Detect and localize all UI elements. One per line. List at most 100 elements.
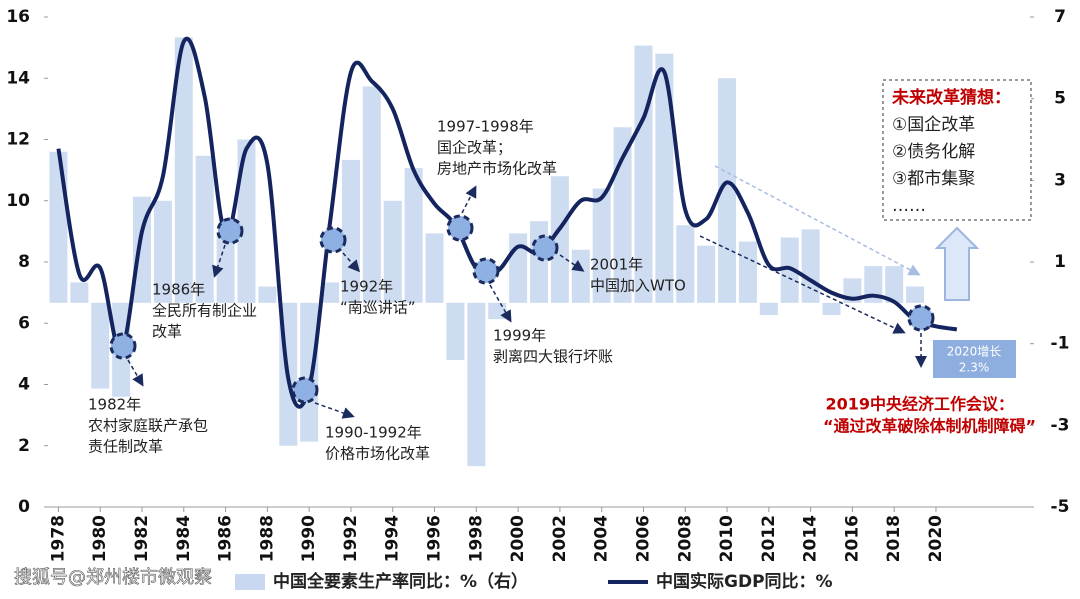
bar <box>488 302 507 320</box>
y2-tick-label: 7 <box>1054 7 1066 27</box>
x-tick-label: 2010 <box>717 515 737 562</box>
bar <box>864 266 883 303</box>
x-tick-label: 2020 <box>926 515 946 562</box>
highlight-circles <box>109 214 935 404</box>
y2-tick-label: -3 <box>1051 415 1070 435</box>
growth-note: 2020增长 <box>947 345 1002 359</box>
bar <box>321 282 340 303</box>
x-tick-label: 2012 <box>759 515 779 562</box>
x-tick-label: 1994 <box>383 515 403 562</box>
bar <box>216 233 235 303</box>
annotation: 1999年 <box>493 327 546 345</box>
y-tick-label: 2 <box>18 436 30 456</box>
y-tick-label: 0 <box>18 497 30 517</box>
y2-tick-label: 3 <box>1054 170 1066 190</box>
bar <box>509 233 528 303</box>
decorations <box>127 165 927 419</box>
annotation: 全民所有制企业 <box>152 302 257 320</box>
annotation: 改革 <box>152 323 182 341</box>
y2-tick-label: -1 <box>1051 334 1070 354</box>
x-tick-label: 2014 <box>801 515 821 562</box>
legend-label: 中国实际GDP同比：% <box>656 571 833 592</box>
bar <box>153 200 172 303</box>
note-box <box>882 79 1032 221</box>
x-tick-label: 1992 <box>341 515 361 562</box>
bar <box>49 151 68 303</box>
y-tick-label: 10 <box>6 191 30 211</box>
bar <box>530 221 548 303</box>
watermark: 搜狐号@郑州楼市微观察 <box>14 567 212 588</box>
x-tick-label: 2002 <box>550 515 570 562</box>
y2-tick-label: -5 <box>1051 497 1070 517</box>
x-tick-label: 1984 <box>174 515 194 562</box>
box-item: ②债务化解 <box>892 142 975 162</box>
annotation: 1982年 <box>88 396 141 414</box>
bar <box>237 139 256 303</box>
growth-note: 2.3% <box>959 361 990 375</box>
bar <box>404 168 423 303</box>
y-tick-label: 6 <box>18 313 30 333</box>
bar <box>446 302 465 360</box>
annotation: 房地产市场化改革 <box>437 160 557 178</box>
annotation: 责任制改革 <box>88 438 163 456</box>
x-tick-label: 2016 <box>842 515 862 562</box>
y2-tick-label: 1 <box>1054 252 1066 272</box>
bar <box>133 196 152 303</box>
legend-swatch <box>235 574 265 590</box>
box-item: ①国企改革 <box>892 115 975 135</box>
x-tick-label: 2008 <box>675 515 695 562</box>
bar <box>571 249 590 303</box>
annotation: 剥离四大银行坏账 <box>493 348 613 366</box>
x-tick-label: 1986 <box>216 515 236 562</box>
box-title: 未来改革猜想： <box>891 87 1011 108</box>
x-tick-label: 1998 <box>466 515 486 562</box>
annotation: 2001年 <box>590 256 643 274</box>
annotation: 1986年 <box>152 281 205 299</box>
bar <box>362 86 381 303</box>
y-tick-label: 14 <box>6 68 30 88</box>
y-tick-label: 8 <box>18 252 30 272</box>
annotation: 国企改革； <box>437 139 512 157</box>
red-note: “通过改革破除体制机制障碍” <box>823 417 1036 436</box>
annotation: 中国加入WTO <box>590 277 686 295</box>
bar <box>592 188 611 303</box>
annotation: “南巡讲话” <box>340 299 416 317</box>
bar <box>550 176 569 303</box>
x-tick-label: 1988 <box>257 515 277 562</box>
x-tick-label: 1980 <box>90 515 110 562</box>
annotation: 1997-1998年 <box>437 118 534 136</box>
x-tick-label: 1990 <box>299 515 319 562</box>
gdp-line <box>56 36 958 409</box>
bar <box>676 225 695 303</box>
x-tick-label: 2004 <box>592 515 612 562</box>
x-tick-label: 2006 <box>633 515 653 562</box>
bar <box>70 282 89 303</box>
annotation: 1992年 <box>340 278 393 296</box>
y-tick-label: 12 <box>6 130 30 150</box>
bar <box>258 286 277 303</box>
bar <box>425 233 444 303</box>
bar <box>655 53 674 303</box>
bar <box>383 200 402 303</box>
bar <box>697 245 716 303</box>
bar <box>759 302 778 316</box>
growth-box <box>933 340 1016 378</box>
x-tick-label: 1996 <box>425 515 445 562</box>
bar <box>822 302 841 316</box>
up-arrow <box>934 226 980 301</box>
x-tick-label: 2018 <box>884 515 904 562</box>
red-note: 2019中央经济工作会议： <box>825 395 1014 414</box>
y-tick-label: 4 <box>18 375 30 395</box>
annotation: 农村家庭联产承包 <box>88 417 208 435</box>
bar <box>195 155 214 303</box>
bar <box>91 302 110 389</box>
y2-tick-label: 5 <box>1054 89 1066 109</box>
x-tick-label: 1978 <box>48 515 68 562</box>
bar <box>467 302 486 467</box>
annotation: 1990-1992年 <box>325 424 422 442</box>
annotation: 价格市场化改革 <box>325 445 430 463</box>
bar <box>738 241 757 303</box>
x-tick-label: 2000 <box>508 515 528 562</box>
box-item: …… <box>892 196 926 216</box>
